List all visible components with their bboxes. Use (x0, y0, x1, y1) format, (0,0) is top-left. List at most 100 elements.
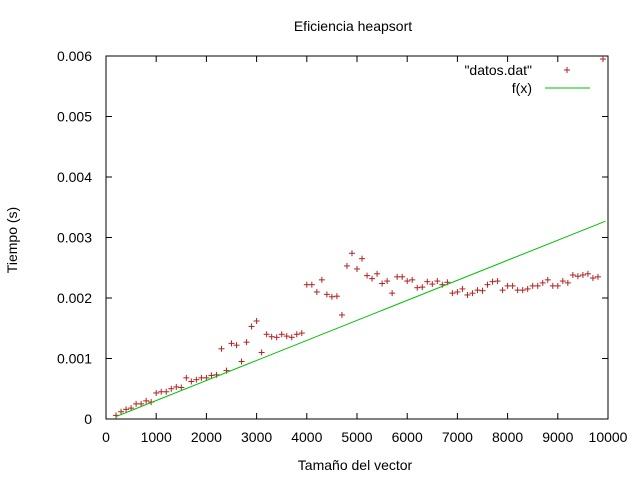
data-point (579, 272, 586, 279)
data-point (288, 334, 295, 341)
fx-line (115, 220, 606, 418)
data-point (384, 278, 391, 285)
data-point (238, 358, 245, 365)
data-point (414, 284, 421, 291)
data-point (399, 273, 406, 280)
data-point (348, 250, 355, 257)
data-point (549, 282, 556, 289)
data-point (328, 293, 335, 300)
data-point (313, 288, 320, 295)
data-point (198, 374, 205, 381)
x-tick-label: 2000 (191, 429, 222, 445)
chart-title: Eficiencia heapsort (294, 18, 412, 34)
data-point (243, 339, 250, 346)
data-point (228, 340, 235, 347)
data-point (464, 291, 471, 298)
y-tick-label: 0.005 (57, 109, 92, 125)
data-point (123, 406, 130, 413)
x-axis-label: Tamaño del vector (298, 457, 413, 473)
data-point (394, 273, 401, 280)
y-tick-label: 0.002 (57, 290, 92, 306)
x-tick-label: 7000 (442, 429, 473, 445)
x-tick-label: 9000 (542, 429, 573, 445)
data-point (484, 281, 491, 288)
data-point (479, 287, 486, 294)
data-point (143, 397, 150, 404)
data-point (263, 331, 270, 338)
data-point (369, 275, 376, 282)
data-point (308, 281, 315, 288)
legend: "datos.dat" f(x) (464, 62, 590, 96)
data-point (524, 285, 531, 292)
data-point (233, 342, 240, 349)
data-point (499, 287, 506, 294)
data-point (469, 290, 476, 297)
data-point (258, 349, 265, 356)
data-point (519, 287, 526, 294)
data-point (218, 345, 225, 352)
x-tick-label: 6000 (392, 429, 423, 445)
y-tick-label: 0.001 (57, 351, 92, 367)
data-point (298, 330, 305, 337)
data-point (424, 278, 431, 285)
data-point (374, 270, 381, 277)
x-tick-label: 3000 (241, 429, 272, 445)
data-point (434, 278, 441, 285)
data-point (534, 282, 541, 289)
plot-frame (105, 55, 609, 420)
data-point (389, 290, 396, 297)
data-point (118, 408, 125, 415)
data-point (273, 334, 280, 341)
data-point (133, 400, 140, 407)
data-point (268, 333, 275, 340)
data-point (318, 276, 325, 283)
data-point (359, 255, 366, 262)
x-tick-label: 1000 (141, 429, 172, 445)
data-point (323, 291, 330, 298)
data-point (163, 388, 170, 395)
data-point (188, 378, 195, 385)
x-tick-label: 4000 (291, 429, 322, 445)
y-tick-label: 0 (84, 411, 92, 427)
y-axis-label: Tiempo (s) (4, 207, 20, 273)
series-layer (113, 56, 606, 419)
data-point (168, 385, 175, 392)
data-point (569, 272, 576, 279)
data-point (183, 374, 190, 381)
data-point (564, 279, 571, 286)
data-point (138, 400, 145, 407)
data-point (449, 290, 456, 297)
data-point (278, 331, 285, 338)
data-point (589, 275, 596, 282)
data-point (364, 272, 371, 279)
data-point (529, 282, 536, 289)
data-point (293, 331, 300, 338)
data-point (409, 276, 416, 283)
data-point (429, 281, 436, 288)
data-point (419, 284, 426, 291)
y-tick-label: 0.004 (57, 169, 92, 185)
x-tick-label: 8000 (492, 429, 523, 445)
data-point (459, 285, 466, 292)
data-point (253, 317, 260, 324)
data-point (494, 278, 501, 285)
data-point (208, 372, 215, 379)
data-point (539, 279, 546, 286)
data-point (338, 311, 345, 318)
data-point (574, 273, 581, 280)
data-point (404, 278, 411, 285)
data-point (594, 273, 601, 280)
data-point (158, 388, 165, 395)
data-point (474, 287, 481, 294)
data-point (343, 262, 350, 269)
data-point (333, 293, 340, 300)
ticks-layer: 0 1000 2000 3000 4000 5000 6000 7000 8000 9000 100… (57, 48, 628, 445)
x-tick-label: 5000 (341, 429, 372, 445)
data-point (509, 282, 516, 289)
data-point (584, 270, 591, 277)
y-tick-label: 0.006 (57, 48, 92, 64)
data-point (248, 323, 255, 330)
data-point (173, 383, 180, 390)
data-point (379, 280, 386, 287)
